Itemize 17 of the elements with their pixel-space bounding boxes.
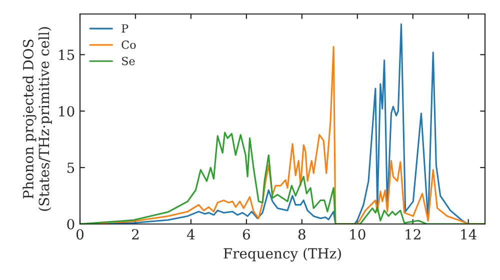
y-tick-label: 5 <box>67 162 74 174</box>
y-tick-label: 0 <box>67 218 74 230</box>
legend-label: P <box>122 24 128 32</box>
x-tick-label: 8 <box>298 229 306 240</box>
y-axis-title: Phonon projected DOS (States/THz·primitive cell) <box>22 27 52 211</box>
x-tick-label: 10 <box>350 229 366 240</box>
x-tick-label: 0 <box>76 229 84 240</box>
x-tick-label: 14 <box>461 229 476 240</box>
x-tick-label: 6 <box>242 229 250 240</box>
x-tick-label: 12 <box>406 229 420 240</box>
y-tick-label: 10 <box>59 106 74 117</box>
legend-label: Co <box>122 40 136 49</box>
x-tick-label: 4 <box>186 229 195 240</box>
x-axis-title: Frequency (THz) <box>224 248 341 262</box>
legend-label: Se <box>122 56 135 66</box>
y-tick-label: 15 <box>59 50 74 60</box>
x-tick-label: 2 <box>132 229 139 240</box>
